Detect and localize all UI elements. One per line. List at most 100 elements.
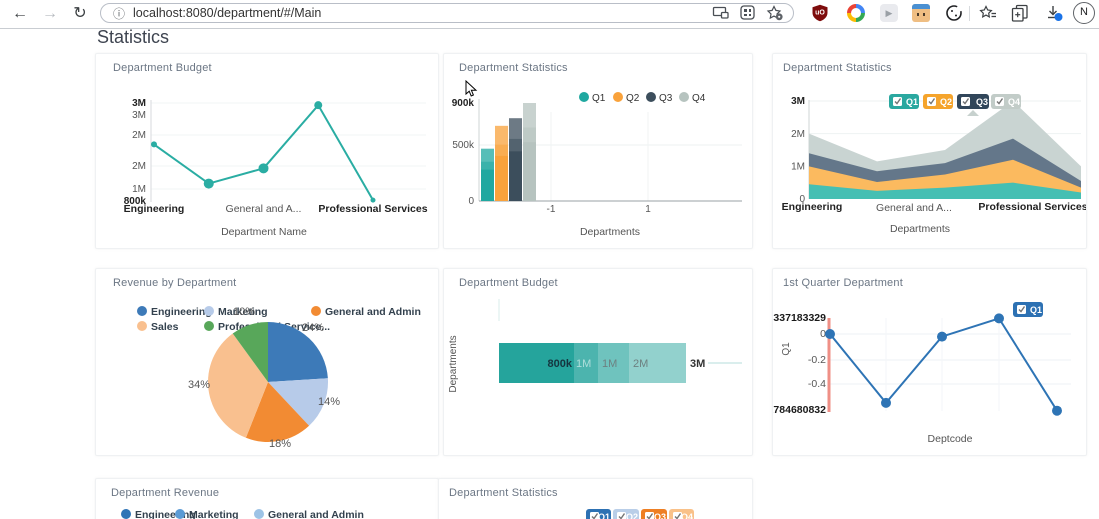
svg-text:-0.4: -0.4 (808, 378, 826, 390)
svg-text:2M: 2M (791, 129, 805, 140)
google-extension-icon[interactable] (847, 4, 865, 22)
svg-text:2M: 2M (132, 161, 146, 172)
legend-item-q3[interactable]: Q3 (646, 92, 673, 104)
data-point[interactable] (825, 329, 835, 339)
first-quarter-department-line-chart[interactable]: 50337183329 0 -0.2 -0.4 12784680832 Q1 Q1 Deptc… (773, 269, 1086, 455)
card-revenue-by-department: Revenue by Department Engineering Marketi… (95, 268, 439, 456)
card-department-revenue: Department Revenue Engineering Marketing G… (95, 478, 439, 519)
data-point[interactable] (151, 141, 157, 148)
favorites-icon[interactable] (979, 4, 997, 22)
bar-q2[interactable] (495, 125, 508, 201)
robot-face-extension-icon[interactable] (912, 4, 930, 22)
legend-item-general-and-admin[interactable]: General and Admin (311, 306, 421, 318)
add-favorite-settings-icon[interactable] (766, 5, 784, 21)
data-point[interactable] (881, 397, 891, 408)
area-series-q1[interactable] (809, 182, 1081, 199)
svg-text:General and Admin: General and Admin (325, 306, 421, 318)
svg-text:Engineering: Engineering (135, 509, 196, 519)
legend-badge-q1[interactable]: Q1 (586, 509, 611, 519)
svg-text:Q1: Q1 (781, 342, 792, 356)
legend-item-q2[interactable]: Q2 (613, 92, 640, 104)
open-on-device-icon[interactable] (712, 5, 730, 21)
pie-slice-engineering[interactable] (268, 322, 328, 382)
chart-title: Department Budget (459, 277, 558, 289)
ublock-shield-icon[interactable]: uO (811, 4, 829, 22)
svg-text:Engineering: Engineering (782, 201, 843, 213)
chart-title: 1st Quarter Department (783, 277, 903, 289)
apps-grid-icon[interactable] (739, 5, 757, 21)
svg-text:uO: uO (815, 10, 825, 17)
department-statistics-bottom-chart[interactable]: Q1 Q2 Q3 Q4 (439, 479, 752, 519)
budget-bar-segment[interactable] (499, 343, 574, 383)
svg-text:Departments: Departments (580, 226, 640, 238)
svg-text:Q2: Q2 (940, 97, 952, 107)
legend-badge-q3[interactable]: Q3 (957, 94, 989, 109)
legend-badge-q3[interactable]: Q3 (641, 509, 667, 519)
legend-item-general-and-admin[interactable]: General and Admin (254, 509, 364, 519)
back-icon[interactable]: ← (12, 5, 28, 22)
legend-badge-q1[interactable]: Q1 (1013, 302, 1043, 317)
data-point[interactable] (937, 331, 947, 342)
pie-slice-sales[interactable] (208, 333, 268, 438)
collections-icon[interactable] (1011, 4, 1029, 22)
legend-item-engineering[interactable]: Engineering (137, 306, 212, 318)
card-department-budget-hbar: Department Budget Departments 800k 1M 1M 2M 3… (443, 268, 753, 456)
budget-bar-segment[interactable] (574, 343, 598, 383)
cookie-icon[interactable] (945, 4, 963, 22)
svg-text:2M: 2M (132, 130, 146, 141)
forward-icon[interactable]: → (42, 5, 58, 22)
legend-item-q1[interactable]: Q1 (579, 92, 606, 104)
video-player-extension-icon[interactable]: ▶ (880, 4, 898, 22)
budget-bar-segment[interactable] (598, 343, 629, 383)
profile-avatar[interactable]: N (1073, 2, 1095, 24)
badge-pointer (967, 110, 979, 116)
chart-title: Revenue by Department (113, 277, 237, 289)
pie-slice-professional-services[interactable] (232, 322, 268, 382)
legend-badge-q4[interactable]: Q4 (991, 94, 1021, 109)
legend-item-q4[interactable]: Q4 (679, 92, 706, 104)
legend-item-marketing[interactable]: Marketing (204, 306, 268, 318)
department-statistics-area-chart[interactable]: 3M 2M 1M 0 Q1 Q2 Q3 Q4 Engineering General and A.… (773, 54, 1086, 248)
svg-text:Sales: Sales (151, 321, 179, 333)
svg-text:Q1: Q1 (592, 93, 606, 104)
legend-item-sales[interactable]: Sales (137, 321, 179, 333)
chart-title: Department Statistics (783, 62, 892, 74)
budget-bar-segment[interactable] (629, 343, 686, 383)
refresh-icon[interactable]: ↻ (73, 5, 87, 22)
svg-text:0: 0 (799, 194, 805, 205)
card-first-quarter-department: 1st Quarter Department 50337183329 0 -0.2 -… (772, 268, 1087, 456)
data-point[interactable] (203, 178, 214, 189)
url-text[interactable]: localhost:8080/department/#/Main (133, 6, 322, 20)
legend-badge-q1[interactable]: Q1 (889, 94, 919, 109)
legend-badge-q2[interactable]: Q2 (923, 94, 953, 109)
bar-q1[interactable] (481, 148, 494, 201)
svg-text:Marketing: Marketing (189, 509, 239, 519)
department-budget-horizontal-bar-chart[interactable]: Departments 800k 1M 1M 2M 3M (444, 269, 752, 455)
legend-item-marketing[interactable]: Marketing (175, 509, 239, 519)
svg-text:Marketing: Marketing (218, 306, 268, 318)
department-statistics-bar-chart[interactable]: Q1 Q2 Q3 Q4 900k 500k 0 -1 1 Departments (444, 54, 752, 248)
data-point[interactable] (1052, 405, 1062, 416)
data-point[interactable] (994, 313, 1004, 324)
data-point[interactable] (370, 197, 376, 203)
legend-badge-q4[interactable]: Q4 (669, 509, 694, 519)
svg-text:Q4: Q4 (692, 93, 706, 104)
svg-text:34%: 34% (188, 379, 210, 391)
pie-slice-marketing[interactable] (268, 378, 328, 426)
address-bar[interactable]: ⓘ localhost:8080/department/#/Main (100, 3, 794, 23)
svg-text:Professional Services: Professional Services (318, 203, 427, 215)
data-point[interactable] (314, 101, 323, 110)
downloads-icon[interactable] (1045, 4, 1063, 22)
svg-text:General and A...: General and A... (226, 203, 302, 215)
legend-item-engineering[interactable]: Engineering (121, 509, 196, 519)
data-point[interactable] (258, 163, 269, 174)
revenue-by-department-pie-chart[interactable]: Engineering Marketing General and Admin Sal… (96, 269, 438, 455)
bar-q3[interactable] (509, 118, 522, 201)
pie-slice-general-and-admin[interactable] (245, 382, 310, 442)
legend-badge-q2[interactable]: Q2 (613, 509, 639, 519)
svg-text:Professional Services: Professional Services (978, 201, 1086, 213)
bar-q4[interactable] (523, 103, 536, 201)
site-info-icon[interactable]: ⓘ (113, 6, 126, 21)
